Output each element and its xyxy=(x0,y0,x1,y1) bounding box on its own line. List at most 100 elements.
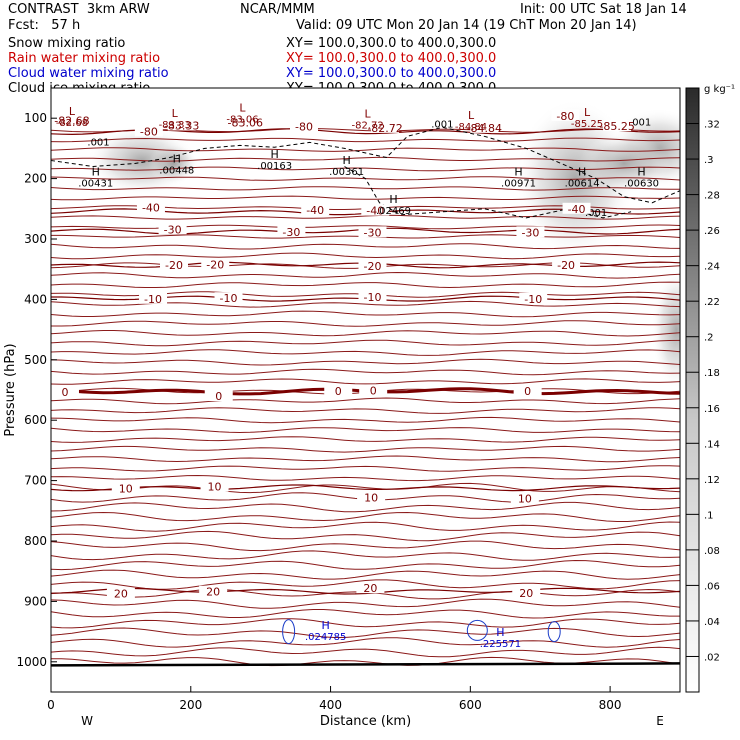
colorbar-tick-label: .22 xyxy=(704,297,720,308)
extremum-mark: H xyxy=(92,166,100,179)
temperature-label-bg xyxy=(50,385,79,397)
temperature-label: 0 xyxy=(61,386,68,399)
y-tick-label: 600 xyxy=(24,413,47,427)
temperature-label-bg xyxy=(231,116,260,128)
legend-cloud-water: Cloud water mixing ratio xyxy=(8,67,169,81)
colorbar-scale xyxy=(685,87,700,693)
temperature-contour-line xyxy=(51,195,680,201)
y-tick-label: 1000 xyxy=(16,655,47,669)
extremum-mark: H xyxy=(496,626,504,639)
temperature-contour-line xyxy=(51,378,680,385)
temperature-label: 10 xyxy=(518,493,532,506)
temperature-label: -85.25 xyxy=(599,120,634,133)
temperature-label-bg xyxy=(371,121,400,133)
temperature-contour-20 xyxy=(51,587,680,595)
extremum-mark: H xyxy=(578,166,586,179)
temperature-label-bg xyxy=(201,258,230,270)
temperature-label-bg xyxy=(324,385,353,397)
temperature-label-bg xyxy=(200,480,229,492)
temperature-label-bg xyxy=(167,119,196,131)
temperature-label-bg xyxy=(111,482,140,494)
temperature-label: -82.72 xyxy=(367,122,402,135)
temperature-label: -83.06 xyxy=(228,116,263,129)
temperature-contour-line xyxy=(51,569,680,580)
temperature-contour-line xyxy=(51,627,680,638)
extremum-mark: H xyxy=(173,152,181,165)
header-title-text: CONTRAST 3km ARW xyxy=(8,2,150,17)
temperature-label: -10 xyxy=(364,291,382,304)
legend-rain-text: Rain water mixing ratio xyxy=(8,51,161,66)
colorbar-tick-label: .24 xyxy=(704,262,720,273)
extremum-mark: H xyxy=(322,619,330,632)
colorbar-tick-label: .04 xyxy=(704,617,720,628)
temperature-label: -10 xyxy=(144,293,162,306)
extremum-value: .00163 xyxy=(257,161,292,172)
temperature-contour-line xyxy=(51,465,680,472)
temperature-label: 20 xyxy=(114,588,128,601)
temperature-contour-line xyxy=(51,358,680,366)
extrema-markers: L-82.68L-83.33L-83.06 L-82.72L-84.84L-85.… xyxy=(56,102,659,650)
temperature-contour-line xyxy=(51,310,680,318)
y-tick-label: 800 xyxy=(24,534,47,548)
extremum-mark: L xyxy=(172,107,179,120)
temperature-label: -80 xyxy=(295,121,313,134)
temperature-label: -30 xyxy=(364,226,382,239)
direction-west: W xyxy=(81,714,93,728)
temperature-label-bg xyxy=(57,114,86,126)
temperature-contour-line xyxy=(51,445,680,453)
temperature-label: -40 xyxy=(366,205,384,218)
temperature-label: -10 xyxy=(524,293,542,306)
temperature-label: -40 xyxy=(568,203,586,216)
extremum-value: .225571 xyxy=(480,639,521,650)
ice-contour-label: .001 xyxy=(87,137,109,148)
temperature-label: 10 xyxy=(364,492,378,505)
extremum-mark: H xyxy=(389,193,397,206)
xy-rain: XY= 100.0,300.0 to 400.0,300.0 xyxy=(286,52,496,66)
xy-rain-text: XY= 100.0,300.0 to 400.0,300.0 xyxy=(286,51,497,66)
temperature-contour-line xyxy=(51,320,680,327)
legend-rain: Rain water mixing ratio xyxy=(8,52,160,66)
temperature-label: 10 xyxy=(208,481,222,494)
colorbar-tick-label: .32 xyxy=(704,120,720,131)
y-tick-label: 200 xyxy=(24,172,47,186)
temperature-label: 0 xyxy=(370,385,377,398)
colorbar-tick-label: .12 xyxy=(704,475,720,486)
temperature-label-bg xyxy=(204,390,233,402)
temperature-label: -80 xyxy=(140,125,158,138)
colorbar: .02 .04 .06 .08 .1 .12 .14 .16 .18 .2 .22 .24 .26 .28… xyxy=(685,84,735,693)
extremum-mark: L xyxy=(468,109,475,122)
temperature-label: 0 xyxy=(335,385,342,398)
header-title: CONTRAST 3km ARW xyxy=(8,3,150,17)
extremum-value: -84.84 xyxy=(455,122,487,133)
extremum-value: .00431 xyxy=(78,179,113,190)
colorbar-tick-label: .26 xyxy=(704,226,720,237)
temperature-label-bg xyxy=(357,491,386,503)
extremum-mark: H xyxy=(342,154,350,167)
temperature-label-bg xyxy=(603,120,632,132)
temperature-contour-line xyxy=(51,598,680,609)
temperature-label: -10 xyxy=(220,292,238,305)
temperature-label: 10 xyxy=(119,482,133,495)
colorbar-tick-label: .28 xyxy=(704,191,720,202)
extremum-mark: H xyxy=(514,166,522,179)
temperature-contour-line xyxy=(51,427,680,434)
temperature-contour-line xyxy=(51,530,680,542)
header-center-text: NCAR/MMM xyxy=(240,2,315,17)
colorbar-tick-label: .3 xyxy=(704,155,714,166)
axes: 0 200 400 600 800100200300400500600700800900… xyxy=(3,87,681,729)
temperature-label: -20 xyxy=(364,260,382,273)
temperature-contour-line xyxy=(51,511,680,522)
ice-contour-label: .001 xyxy=(431,119,453,130)
temperature-label-bg xyxy=(359,384,388,396)
plot-frame xyxy=(50,87,681,693)
x-tick-label: 400 xyxy=(319,698,342,712)
temperature-label-bg xyxy=(519,292,548,304)
temperature-label-bg xyxy=(562,202,591,214)
legend-snow-text: Snow mixing ratio xyxy=(8,36,126,51)
temperature-contour-10 xyxy=(51,484,680,492)
y-tick-label: 100 xyxy=(24,111,47,125)
extremum-mark: L xyxy=(365,108,372,121)
temperature-label: -40 xyxy=(142,202,160,215)
temperature-contour-line xyxy=(51,436,680,443)
temperature-label-bg xyxy=(513,385,542,397)
